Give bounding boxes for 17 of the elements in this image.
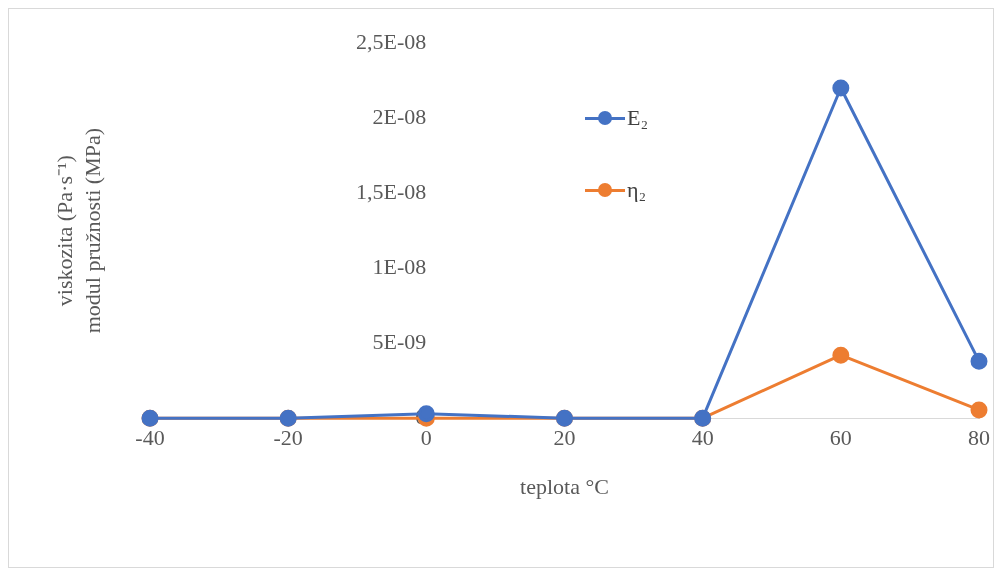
- text: modul pružnosti (MPa): [79, 127, 105, 334]
- y-tick-label: 2E-08: [372, 103, 427, 129]
- x-tick-label: -20: [273, 425, 303, 451]
- legend-label: η₂: [627, 177, 647, 203]
- text: viskozita (Pa·s⁻¹): [51, 155, 77, 307]
- x-axis-title: teplota °C: [520, 473, 609, 499]
- y-tick-label: 1,5E-08: [356, 178, 427, 204]
- y-tick-label: 2,5E-08: [356, 28, 427, 54]
- legend-label: E₂: [627, 105, 649, 131]
- x-tick-label: 40: [691, 425, 714, 451]
- x-tick-label: 0: [420, 425, 432, 451]
- y-tick-label: 5E-09: [372, 328, 427, 354]
- x-tick-label: -40: [135, 425, 165, 451]
- x-tick-label: 80: [968, 425, 990, 451]
- x-tick-label: 60: [829, 425, 852, 451]
- x-tick-label: 20: [553, 425, 576, 451]
- y-tick-label: 1E-08: [372, 253, 427, 279]
